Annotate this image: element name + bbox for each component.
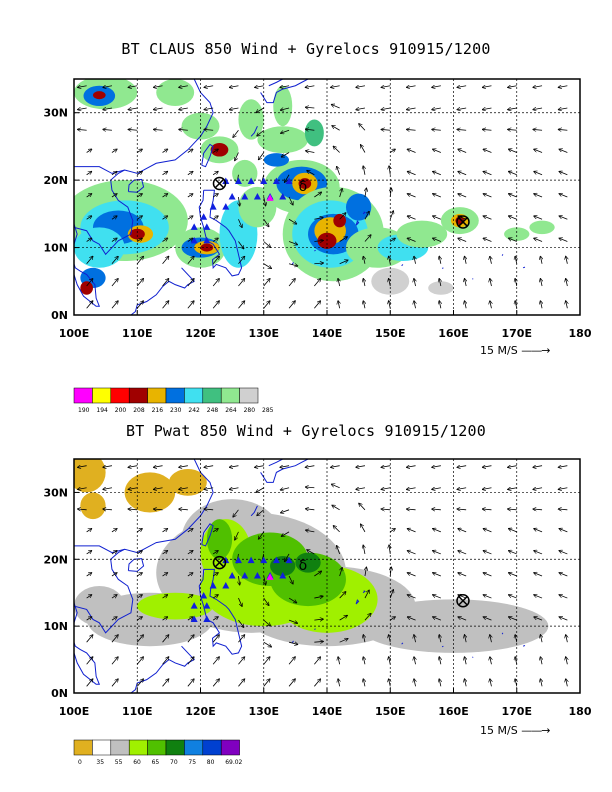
legend-label: 242 [188,407,200,414]
legend-label: 285 [262,407,274,414]
pwat-color-legend: 0 35 55 60 65 70 75 80 69.02 [73,739,243,766]
legend-label: 55 [115,759,123,766]
legend-swatch [220,739,240,756]
gyre-location-markers [190,177,293,244]
panel2-title: BT Pwat 850 Wind + Gyrelocs 910915/1200 [126,422,486,440]
legend-swatch [110,739,130,756]
legend-label: 70 [170,759,178,766]
storm-center-markers: δ [212,176,470,229]
legend-label: 80 [207,759,215,766]
legend-swatch [184,739,204,756]
lat-tick-label: 10N [43,620,68,633]
legend-label: 65 [152,759,160,766]
pwat-wind-map: 100E 110E 120E 130E 140E 150E 160E 170E 180 0N 10N… [43,458,592,718]
lon-tick-label: 160E [438,705,468,718]
lon-tick-label: 120E [185,327,215,340]
legend-swatch [202,739,222,756]
panel1-title: BT CLAUS 850 Wind + Gyrelocs 910915/1200 [121,40,491,58]
lon-tick-label: 100E [59,327,89,340]
legend-swatch [147,739,167,756]
legend-label: 216 [152,407,164,414]
lon-tick-label: 130E [249,327,279,340]
lon-tick-label: 180 [569,705,592,718]
legend-swatch [92,739,112,756]
wind-vectors [78,86,567,309]
precipitable-water-shading [74,459,549,653]
lat-tick-label: 20N [43,174,68,187]
lon-tick-label: 140E [312,327,342,340]
legend-label: 35 [96,759,104,766]
legend-label: 230 [170,407,182,414]
legend-label: 208 [133,407,145,414]
legend-label: 194 [96,407,108,414]
legend-label: 264 [225,407,237,414]
lon-tick-label: 160E [438,327,468,340]
wind-vectors [78,466,567,687]
lon-tick-label: 110E [122,705,152,718]
lat-tick-label: 0N [51,309,68,322]
legend-label: 280 [244,407,256,414]
lon-tick-label: 110E [122,327,152,340]
lon-tick-label: 130E [249,705,279,718]
lon-tick-label: 170E [502,705,532,718]
claus-wind-map: 100E 110E 120E 130E 140E 150E 160E 170E 180 0N 10N… [43,78,592,340]
scale-label-1: 15 M/S ——→ [480,344,550,357]
lon-tick-label: 100E [59,705,89,718]
legend-label: 248 [207,407,219,414]
lat-tick-label: 20N [43,553,68,566]
lon-tick-label: 140E [312,705,342,718]
svg-text:δ: δ [299,179,308,195]
legend-label: 75 [188,759,196,766]
svg-text:δ: δ [299,558,308,574]
lon-tick-label: 180 [569,327,592,340]
scale-label-2: 15 M/S ——→ [480,724,550,737]
legend-label: 0 [78,759,82,766]
lat-tick-label: 10N [43,242,68,255]
claus-color-legend: 190 194 200 208 216 230 242 248 264 280 285 [73,387,274,414]
lon-tick-label: 150E [375,327,405,340]
lon-tick-label: 120E [185,705,215,718]
gyre-location-markers [190,556,293,622]
legend-label: 190 [78,407,90,414]
legend-label: 69.02 [225,759,242,766]
legend-swatch [239,387,259,404]
legend-swatch [128,739,148,756]
lat-tick-label: 0N [51,687,68,700]
storm-center-markers: δ [212,555,470,608]
legend-label: 60 [133,759,141,766]
legend-swatch [73,739,93,756]
lon-tick-label: 150E [375,705,405,718]
lat-tick-label: 30N [43,486,68,499]
lat-tick-label: 30N [43,107,68,120]
legend-swatch [165,739,185,756]
legend-label: 200 [115,407,127,414]
lon-tick-label: 170E [502,327,532,340]
